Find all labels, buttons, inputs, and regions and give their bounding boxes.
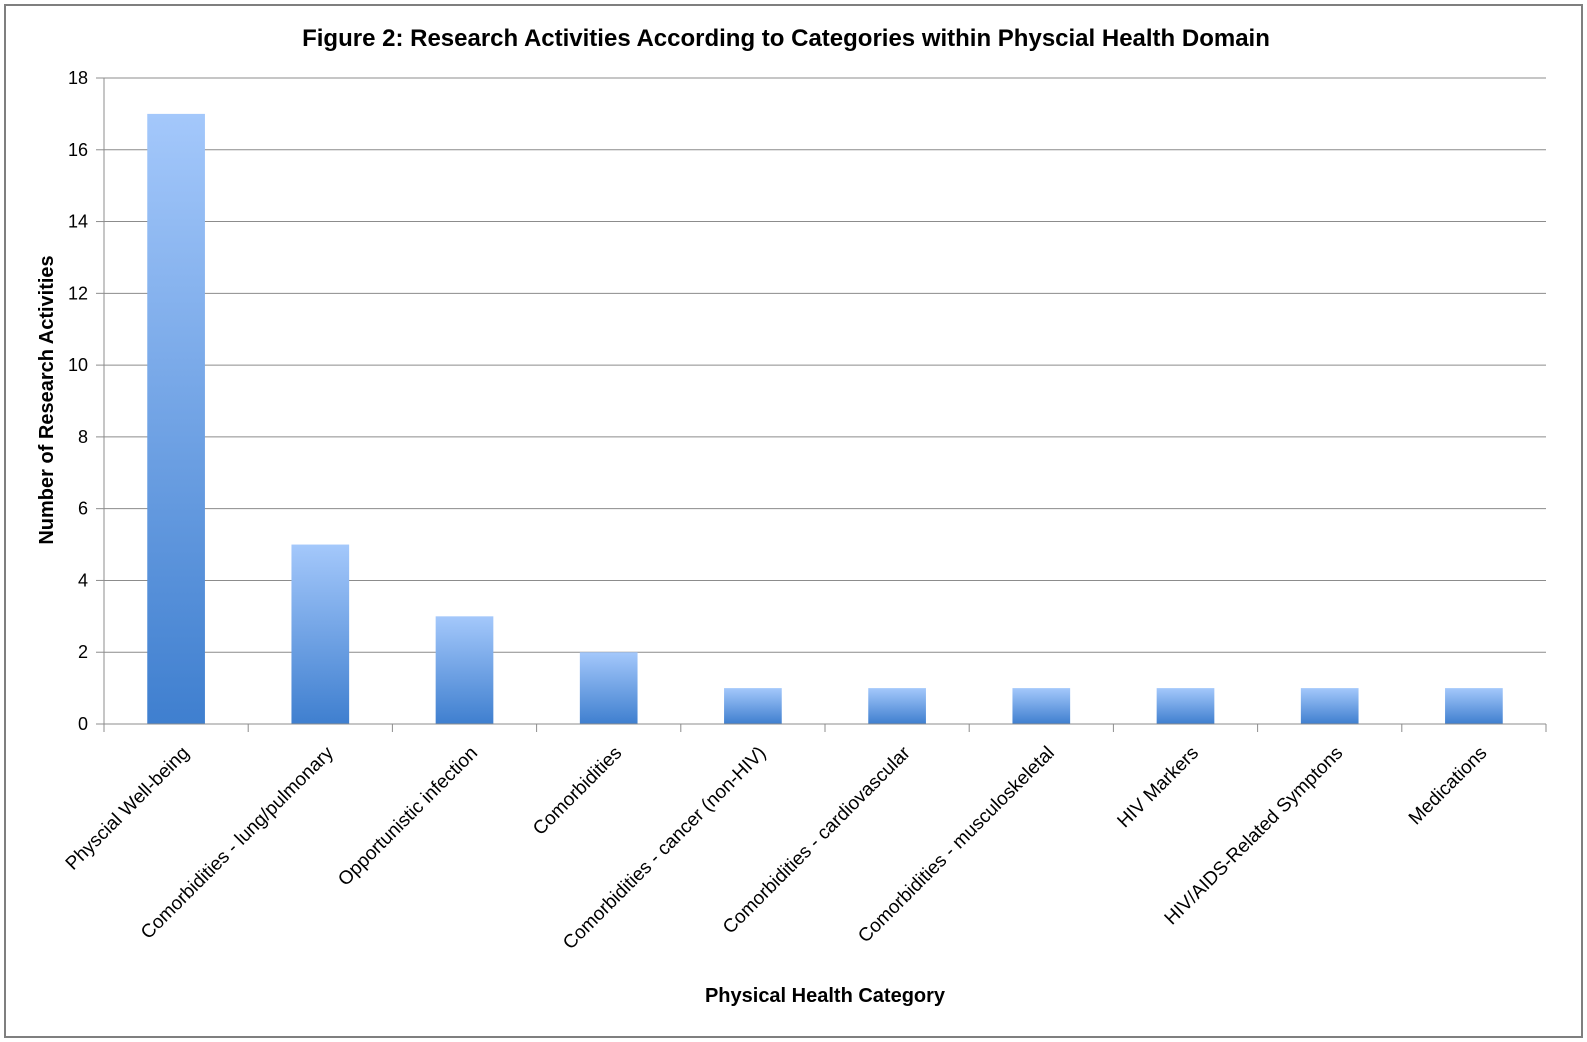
y-tick-label: 0 [78, 714, 88, 734]
y-tick-labels: 0 2 4 6 8 10 12 14 16 18 [68, 68, 104, 734]
x-category-label: HIV Markers [1114, 743, 1204, 833]
bar-0 [147, 113, 205, 724]
x-axis-title: Physical Health Category [705, 985, 946, 1007]
y-tick-label: 16 [68, 140, 88, 160]
x-category-label: Physcial Well-being [62, 743, 194, 875]
bar-1 [291, 544, 350, 724]
x-category-label: Opportunistic infection [334, 743, 482, 891]
chart-frame [4, 4, 1583, 1038]
bar-6 [1012, 688, 1071, 724]
y-tick-label: 4 [78, 570, 88, 590]
y-tick-label: 2 [78, 642, 88, 662]
bar-9 [1445, 688, 1503, 724]
y-tick-label: 12 [68, 283, 88, 303]
x-category-label: Medications [1405, 743, 1492, 830]
bar-8 [1300, 688, 1359, 724]
chart-title: Figure 2: Research Activities According … [302, 25, 1270, 52]
bar-4 [724, 688, 782, 724]
y-tick-label: 18 [68, 68, 88, 88]
y-tick-label: 14 [68, 212, 88, 232]
x-category-label: Comorbidities [529, 743, 626, 840]
axes [103, 78, 1547, 732]
y-tick-label: 6 [78, 499, 88, 519]
bar-5 [868, 688, 926, 724]
bar-3 [579, 652, 638, 724]
bars [147, 113, 1503, 724]
y-tick-label: 8 [78, 427, 88, 447]
y-axis-title: Number of Research Activities [36, 255, 58, 544]
bar-2 [435, 616, 494, 724]
bar-7 [1156, 688, 1215, 724]
y-tick-label: 10 [68, 355, 88, 375]
